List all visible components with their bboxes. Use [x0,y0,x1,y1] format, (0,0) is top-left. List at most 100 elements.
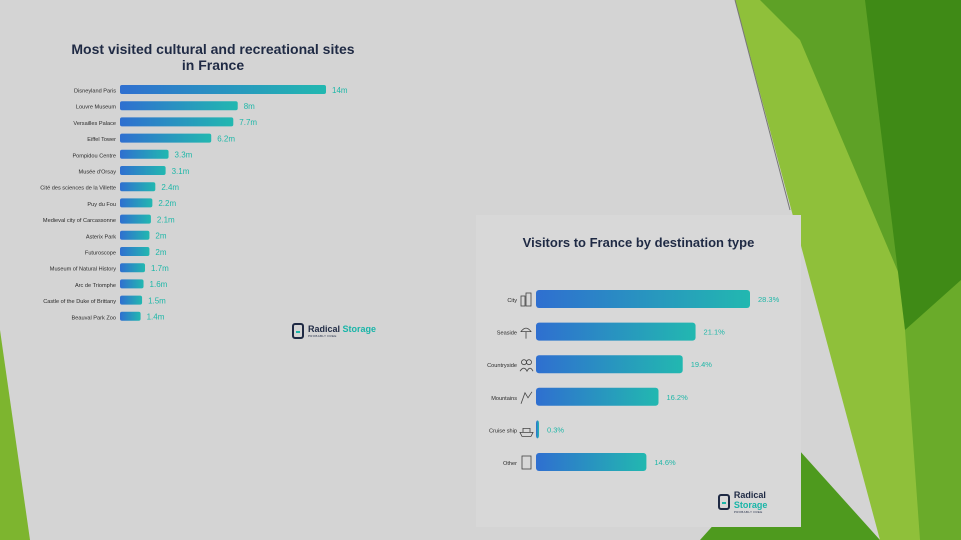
bar [536,355,683,374]
value-label: 16.2% [667,393,689,402]
value-label: 19.4% [691,360,713,369]
left-chart-panel: Most visited cultural and recreational s… [28,35,398,355]
bar [120,198,153,208]
green-facet-bottom [905,280,961,540]
category-label: Mountains [491,396,517,402]
bar [120,230,150,240]
category-label: Asterix Park [86,234,116,240]
category-label: Cité des sciences de la Villette [40,186,116,192]
thin-divider-line [734,0,791,211]
icon-part [525,292,532,307]
right-logo-brand-b: Storage [733,500,768,510]
green-facet-left [0,330,30,540]
icon-part [519,367,534,373]
value-label: 14m [332,86,348,95]
icon-part [519,427,534,437]
left-chart-title: Most visited cultural and recreational s… [28,41,398,73]
icon-part [520,327,532,339]
category-label: Medieval city of Carcassonne [43,218,116,224]
right-bar-chart: City 28.3% Seaside 21.1% Countryside 19.4% Mou… [487,290,780,471]
category-label: Beauval Park Zoo [72,315,116,321]
luggage-logo-icon [292,323,304,339]
bar [120,247,150,256]
bar [120,149,169,159]
people-icon [519,359,534,373]
right-logo-tagline: PROBABLY FREE [733,510,763,514]
left-bar-chart: Disneyland Paris 14m Louvre Museum 8m Versai… [40,85,348,322]
left-chart-title-line2: in France [181,57,245,73]
value-label: 3.1m [172,167,190,176]
category-label: Louvre Museum [76,105,116,111]
value-label: 28.3% [758,295,780,304]
value-label: 6.2m [217,134,235,143]
value-label: 1.6m [150,280,168,289]
icon-part [521,359,527,366]
category-label: Cruise ship [489,428,517,434]
left-logo-brand-a: Radical [308,324,341,334]
climber-icon [520,391,533,404]
bar [120,279,144,289]
bar [536,453,647,471]
right-chart-panel: Visitors to France by destination type C… [476,215,801,527]
category-label: Pompidou Centre [72,153,116,159]
value-label: 14.6% [654,458,676,467]
left-logo-brand-b: Storage [342,324,377,334]
right-logo-brand: Radical Storage [734,490,801,510]
icon-part [520,295,526,307]
category-label: Puy du Fou [87,202,116,208]
beach-umbrella-icon [520,327,532,339]
value-label: 1.7m [151,264,169,273]
bar [536,290,750,308]
category-label: Versailles Palace [73,121,116,127]
cruise-ship-icon [519,427,534,437]
value-label: 0.3% [547,425,564,434]
right-logo-brand-a: Radical [733,490,766,500]
value-label: 2m [155,232,166,241]
bar [120,117,234,127]
value-label: 2m [155,248,166,257]
value-label: 7.7m [239,118,257,127]
category-label: Other [503,461,517,467]
category-label: Arc de Triomphe [75,283,116,289]
bar [120,182,156,192]
bar [120,295,143,305]
bar [120,263,146,273]
icon-part [521,455,532,470]
icon-part [520,391,533,404]
category-label: Futuroscope [85,251,116,257]
left-chart-logo: Radical Storage PROBABLY FREE [292,323,376,339]
bar [536,420,539,439]
left-logo-brand: Radical Storage [308,324,376,334]
category-label: Musée d'Orsay [79,170,117,176]
category-label: City [507,298,517,304]
right-chart-logo: Radical Storage PROBABLY FREE [718,490,801,514]
bar [120,85,326,94]
category-label: Seaside [497,331,517,337]
icon-part [526,359,532,366]
category-label: Countryside [487,363,517,369]
value-label: 3.3m [175,151,193,160]
door-icon [521,455,532,470]
green-facet-dark [865,0,961,330]
bar [120,311,141,321]
bar [120,133,212,143]
luggage-logo-icon [718,494,730,510]
left-chart-title-line1: Most visited cultural and recreational s… [71,41,355,57]
value-label: 8m [244,102,255,111]
bar [536,322,696,341]
value-label: 2.4m [161,183,179,192]
bar [120,101,238,111]
bar [536,387,659,406]
buildings-icon [520,292,532,307]
value-label: 1.4m [147,313,165,322]
category-label: Museum of Natural History [50,267,116,273]
value-label: 2.2m [158,199,176,208]
category-label: Eiffel Tower [87,137,116,143]
value-label: 1.5m [148,296,166,305]
bar [120,166,166,175]
value-label: 21.1% [704,328,726,337]
category-label: Castle of the Duke of Brittany [43,299,116,305]
value-label: 2.1m [157,215,175,224]
category-label: Disneyland Paris [74,89,116,95]
